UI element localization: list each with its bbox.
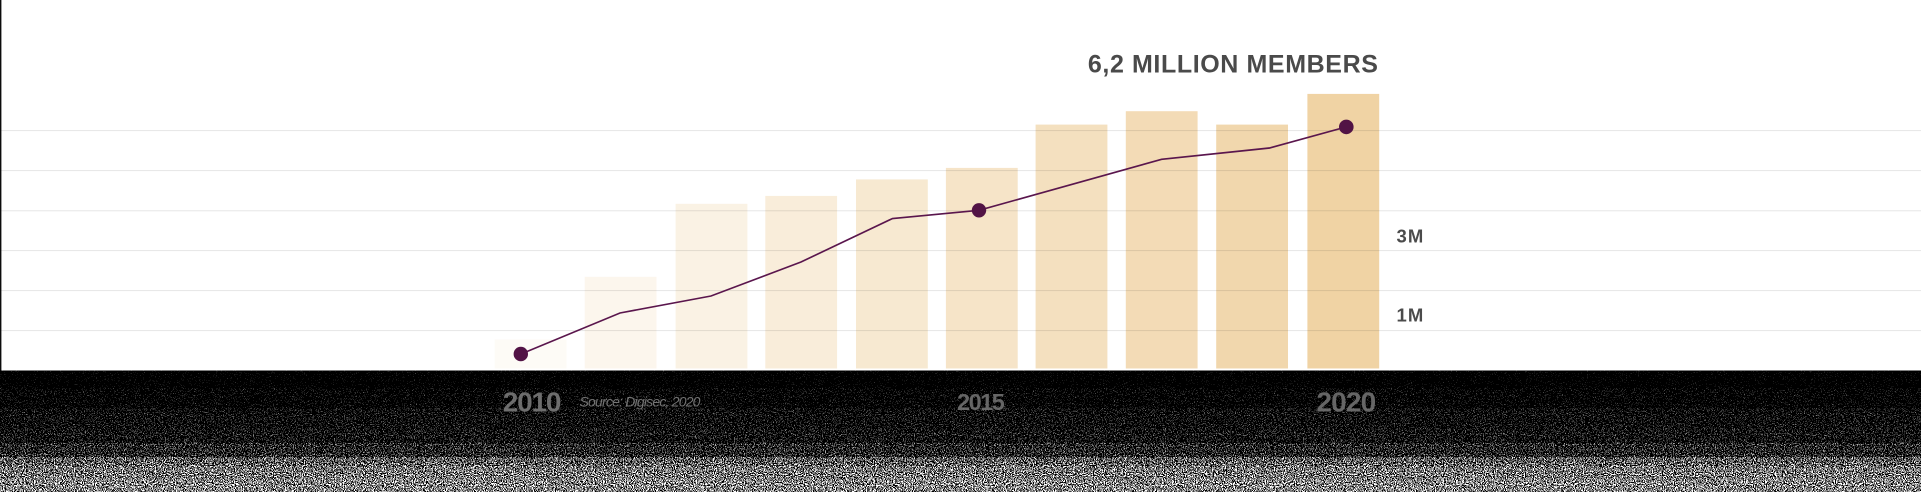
svg-text:3 M: 3 M xyxy=(1397,226,1423,247)
svg-text:1 M: 1 M xyxy=(1397,305,1423,326)
svg-text:6,2 MILLION MEMBERS: 6,2 MILLION MEMBERS xyxy=(1088,51,1379,79)
